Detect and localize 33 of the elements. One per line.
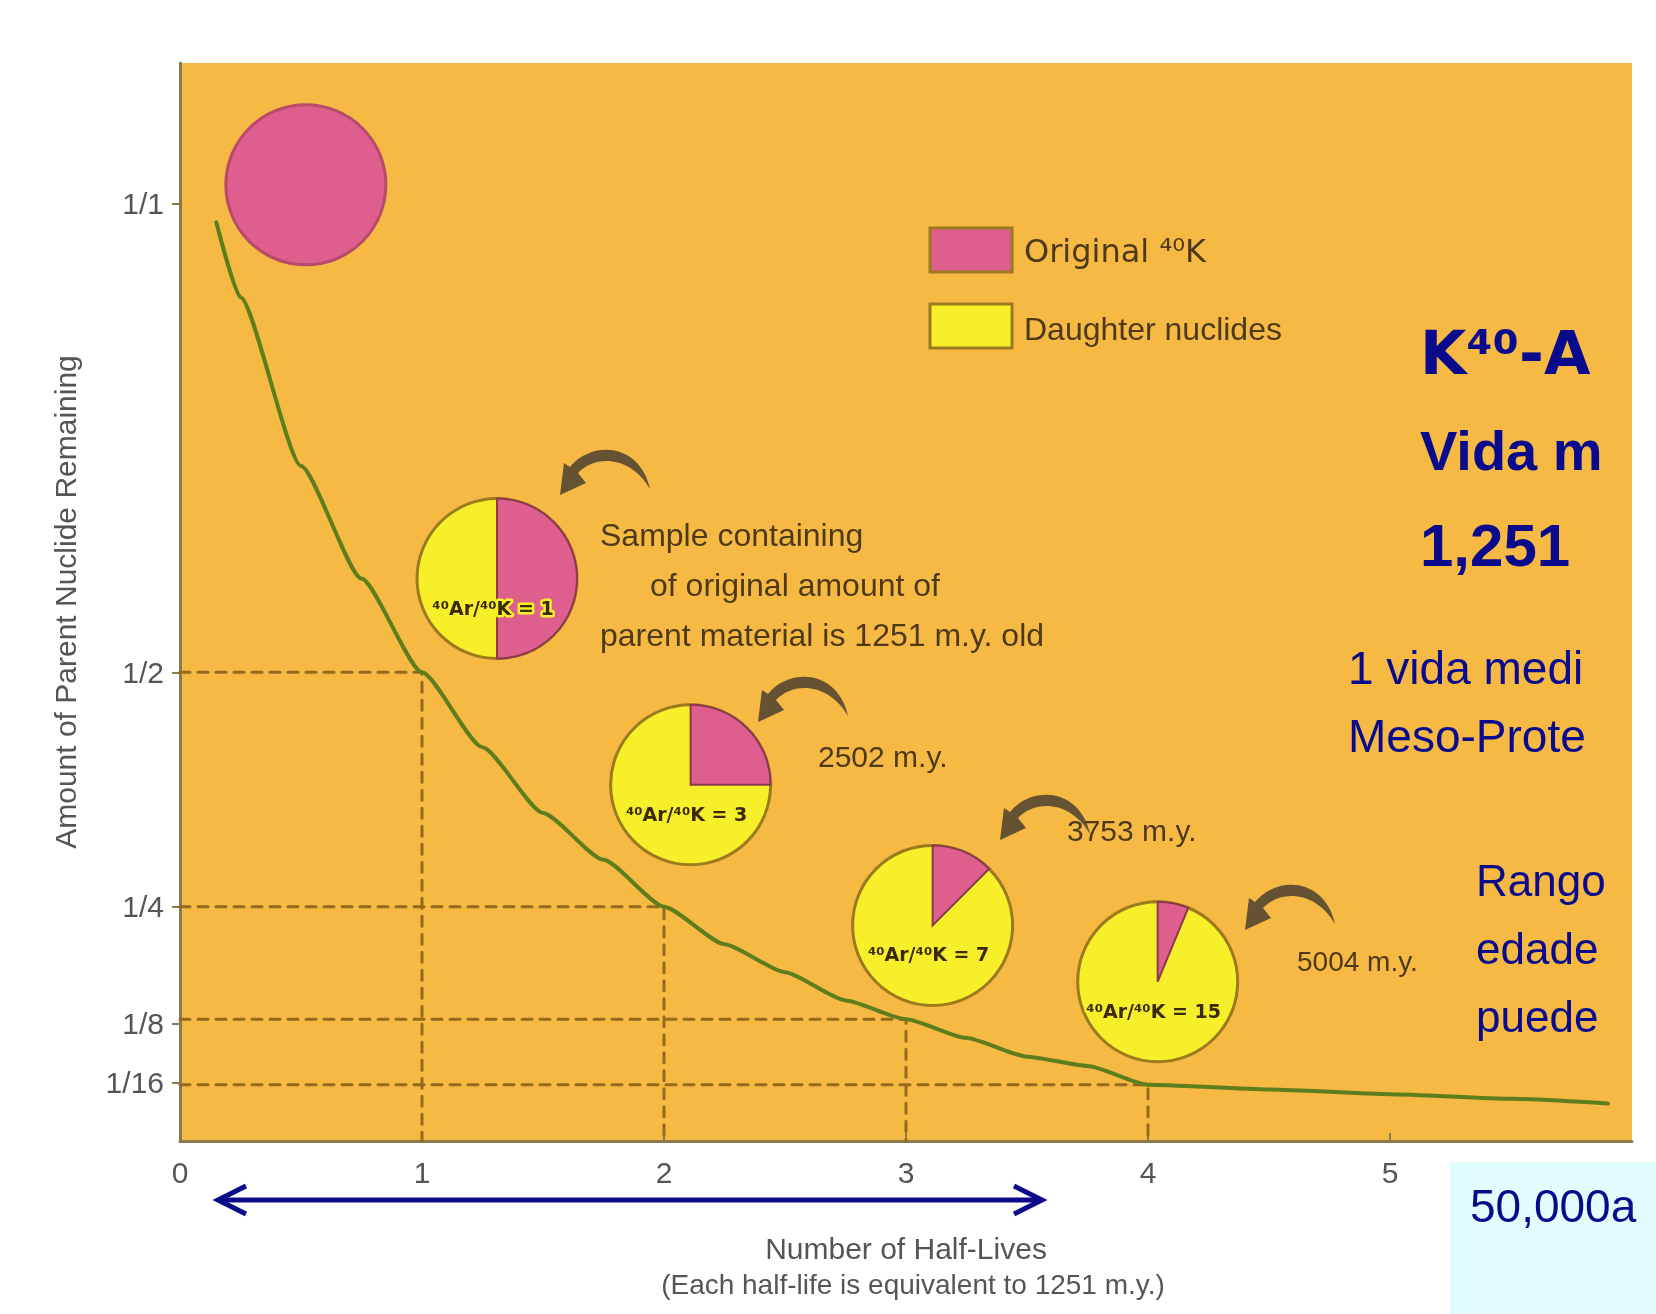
annotation: ⁴⁰Ar/⁴⁰K = 7 — [867, 943, 990, 966]
y-axis-title: Amount of Parent Nuclide Remaining — [48, 355, 82, 849]
annotation: Original ⁴⁰K — [1024, 232, 1208, 270]
annotation: edade — [1476, 924, 1599, 973]
x-tick-label: 1 — [413, 1155, 431, 1189]
x-tick-label: 2 — [655, 1155, 673, 1189]
x-tick-label: 0 — [171, 1155, 189, 1189]
annotation: 5004 m.y. — [1297, 946, 1418, 977]
annotation: 1 vida medi — [1348, 642, 1584, 694]
text: (Each half-life is equivalent to 1251 m.y.) — [661, 1269, 1165, 1300]
y-tick-label: 1/4 — [122, 890, 164, 924]
y-tick-label: 1/16 — [105, 1065, 164, 1099]
x-tick-label: 5 — [1381, 1155, 1399, 1189]
line-series — [214, 220, 1610, 1106]
annotation: Vida m — [1420, 419, 1603, 482]
annotation: 3753 m.y. — [1067, 814, 1197, 847]
annotation: Rango — [1476, 856, 1606, 905]
annotation: ⁴⁰Ar/⁴⁰K = 3 — [625, 802, 748, 825]
annotation: puede — [1476, 992, 1599, 1041]
annotation: K⁴⁰-A — [1420, 318, 1591, 388]
annotation: Daughter nuclides — [1024, 311, 1282, 347]
text: 50,000a — [1470, 1180, 1637, 1232]
annotation: 2502 m.y. — [818, 740, 948, 773]
annotation: Sample containing of original amount of parent material is 1251 m.y. old — [600, 517, 1045, 653]
y-tick-label: 1/1 — [122, 187, 164, 221]
x-tick-label: 4 — [1139, 1155, 1157, 1189]
annotation: ⁴⁰Ar/⁴⁰K = 15 — [1086, 999, 1221, 1022]
y-tick-label: 1/2 — [122, 655, 164, 689]
annotation: 1,251 — [1420, 512, 1571, 579]
annotation: Meso-Prote — [1348, 710, 1586, 762]
x-axis-title: Number of Half-Lives — [765, 1231, 1047, 1265]
x-tick-label: 3 — [897, 1155, 915, 1189]
y-tick-label: 1/8 — [122, 1007, 164, 1041]
